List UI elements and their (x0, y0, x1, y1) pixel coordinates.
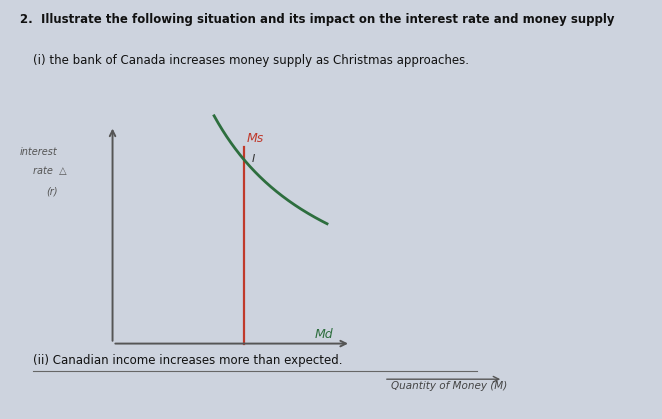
Text: (i) the bank of Canada increases money supply as Christmas approaches.: (i) the bank of Canada increases money s… (33, 54, 469, 67)
Text: interest: interest (20, 147, 58, 157)
Text: Md: Md (315, 328, 334, 341)
Text: Quantity of Money (M): Quantity of Money (M) (391, 381, 507, 391)
Text: rate  △: rate △ (33, 166, 67, 176)
Text: (ii) Canadian income increases more than expected.: (ii) Canadian income increases more than… (33, 354, 343, 367)
Text: (r): (r) (46, 186, 58, 196)
Text: I: I (252, 154, 255, 164)
Text: Ms: Ms (247, 132, 264, 145)
Text: 2.  Illustrate the following situation and its impact on the interest rate and m: 2. Illustrate the following situation an… (20, 13, 614, 26)
